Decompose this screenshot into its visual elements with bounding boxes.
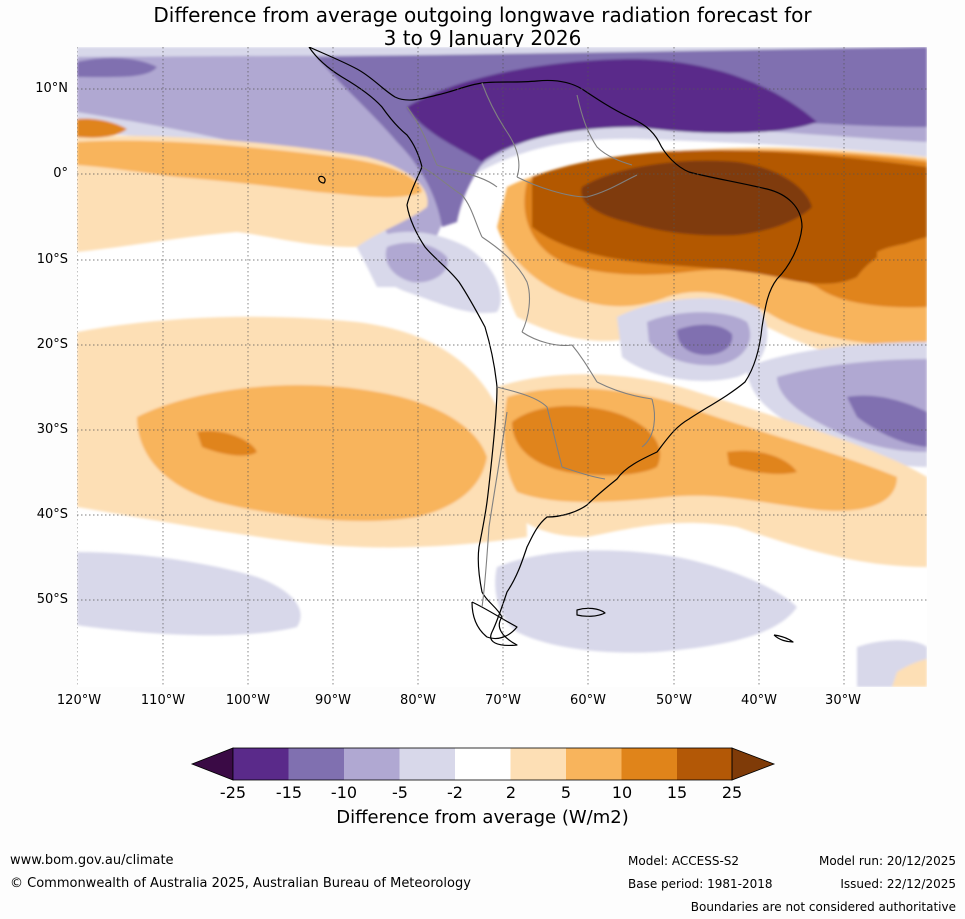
lat-label-30s: 30°S	[36, 422, 68, 437]
south-america-coastline	[308, 47, 803, 647]
lat-label-50s: 50°S	[36, 592, 68, 607]
lon-label-70w: 70°W	[485, 693, 521, 708]
galapagos	[318, 175, 326, 184]
base-period: Base period: 1981-2018	[628, 877, 773, 891]
lon-label-90w: 90°W	[315, 693, 351, 708]
anomaly-fields	[77, 47, 927, 687]
positive-anomaly-southeast-atlantic-core	[727, 450, 797, 475]
negative-anomaly-north-west	[77, 78, 199, 107]
positive-anomaly-east-atlantic	[877, 242, 927, 299]
olr-anomaly-map	[77, 47, 927, 687]
positive-anomaly-brazil-core	[581, 160, 812, 236]
lon-label-100w: 100°W	[225, 693, 271, 708]
model-name: Model: ACCESS-S2	[628, 854, 740, 868]
lon-label-30w: 30°W	[825, 693, 861, 708]
colorbar-min-arrow	[190, 747, 234, 781]
lon-label-50w: 50°W	[656, 693, 692, 708]
title-line-1: Difference from average outgoing longwav…	[153, 3, 812, 27]
colorbar-bin-7	[566, 748, 622, 780]
lon-label-40w: 40°W	[741, 693, 777, 708]
colorbar-max-arrow	[731, 747, 776, 781]
lat-label-10s: 10°S	[36, 252, 68, 267]
lon-label-80w: 80°W	[400, 693, 436, 708]
colorbar-tick: 2	[505, 783, 517, 802]
colorbar-tick: -5	[392, 783, 408, 802]
positive-anomaly-south-pacific	[137, 385, 487, 522]
copyright-text: © Commonwealth of Australia 2025, Austra…	[10, 876, 471, 891]
negative-anomaly-southern	[77, 552, 301, 636]
colorbar-bin-9	[677, 748, 732, 780]
negative-anomaly-south-atlantic-core	[847, 395, 927, 447]
lat-label-20s: 20°S	[36, 337, 68, 352]
lon-label-120w: 120°W	[56, 693, 102, 708]
falkland-islands	[576, 607, 606, 617]
positive-anomaly-southeast-core	[512, 405, 661, 476]
issued-date: Issued: 22/12/2025	[840, 877, 956, 891]
colorbar-tick: 5	[560, 783, 572, 802]
colorbar-title: Difference from average (W/m2)	[336, 807, 629, 828]
tierra-del-fuego	[471, 601, 518, 640]
chart-title: Difference from average outgoing longwav…	[0, 4, 965, 50]
coastlines	[308, 47, 803, 647]
boundary-disclaimer: Boundaries are not considered authoritat…	[690, 900, 956, 914]
positive-anomaly-south-pacific-core	[197, 430, 257, 456]
colorbar-tick: 15	[666, 783, 688, 802]
lon-label-110w: 110°W	[140, 693, 186, 708]
country-boundaries	[406, 82, 656, 608]
model-run-date: Model run: 20/12/2025	[818, 854, 956, 868]
colorbar-bin-6	[510, 748, 566, 780]
colorbar-tick: -25	[219, 783, 247, 802]
graticule	[77, 47, 927, 687]
colorbar-frame	[232, 747, 733, 781]
colorbar-tick: 10	[611, 783, 633, 802]
colorbar-tick: -10	[330, 783, 358, 802]
colorbar-bin-8	[621, 748, 677, 780]
positive-anomaly-equatorial-west-mid	[77, 140, 422, 198]
lat-label-10n: 10°N	[35, 81, 68, 96]
lat-label-40s: 40°S	[36, 507, 68, 522]
negative-anomaly-north-west-strong	[77, 57, 157, 78]
colorbar-bin-1	[233, 748, 289, 780]
negative-anomaly-southern-east	[495, 550, 797, 653]
negative-anomaly-central-brazil-core	[677, 324, 733, 355]
positive-anomaly-southern-corner	[892, 659, 927, 687]
negative-anomaly-peru-mid	[385, 242, 448, 283]
colorbar-bin-3	[344, 748, 400, 780]
title-line-2: 3 to 9 January 2026	[383, 26, 582, 50]
colorbar-bin-5	[455, 748, 511, 780]
colorbar-tick: -2	[447, 783, 463, 802]
south-georgia	[773, 634, 794, 643]
colorbar-tick: -15	[275, 783, 303, 802]
lon-label-60w: 60°W	[570, 693, 606, 708]
colorbar-tick: 25	[721, 783, 743, 802]
positive-anomaly-equatorial-west-core	[77, 118, 127, 138]
colorbar-bin-2	[288, 748, 344, 780]
lat-label-0: 0°	[53, 166, 68, 181]
colorbar	[190, 747, 776, 781]
website-link[interactable]: www.bom.gov.au/climate	[10, 853, 174, 868]
colorbar-bin-4	[399, 748, 455, 780]
